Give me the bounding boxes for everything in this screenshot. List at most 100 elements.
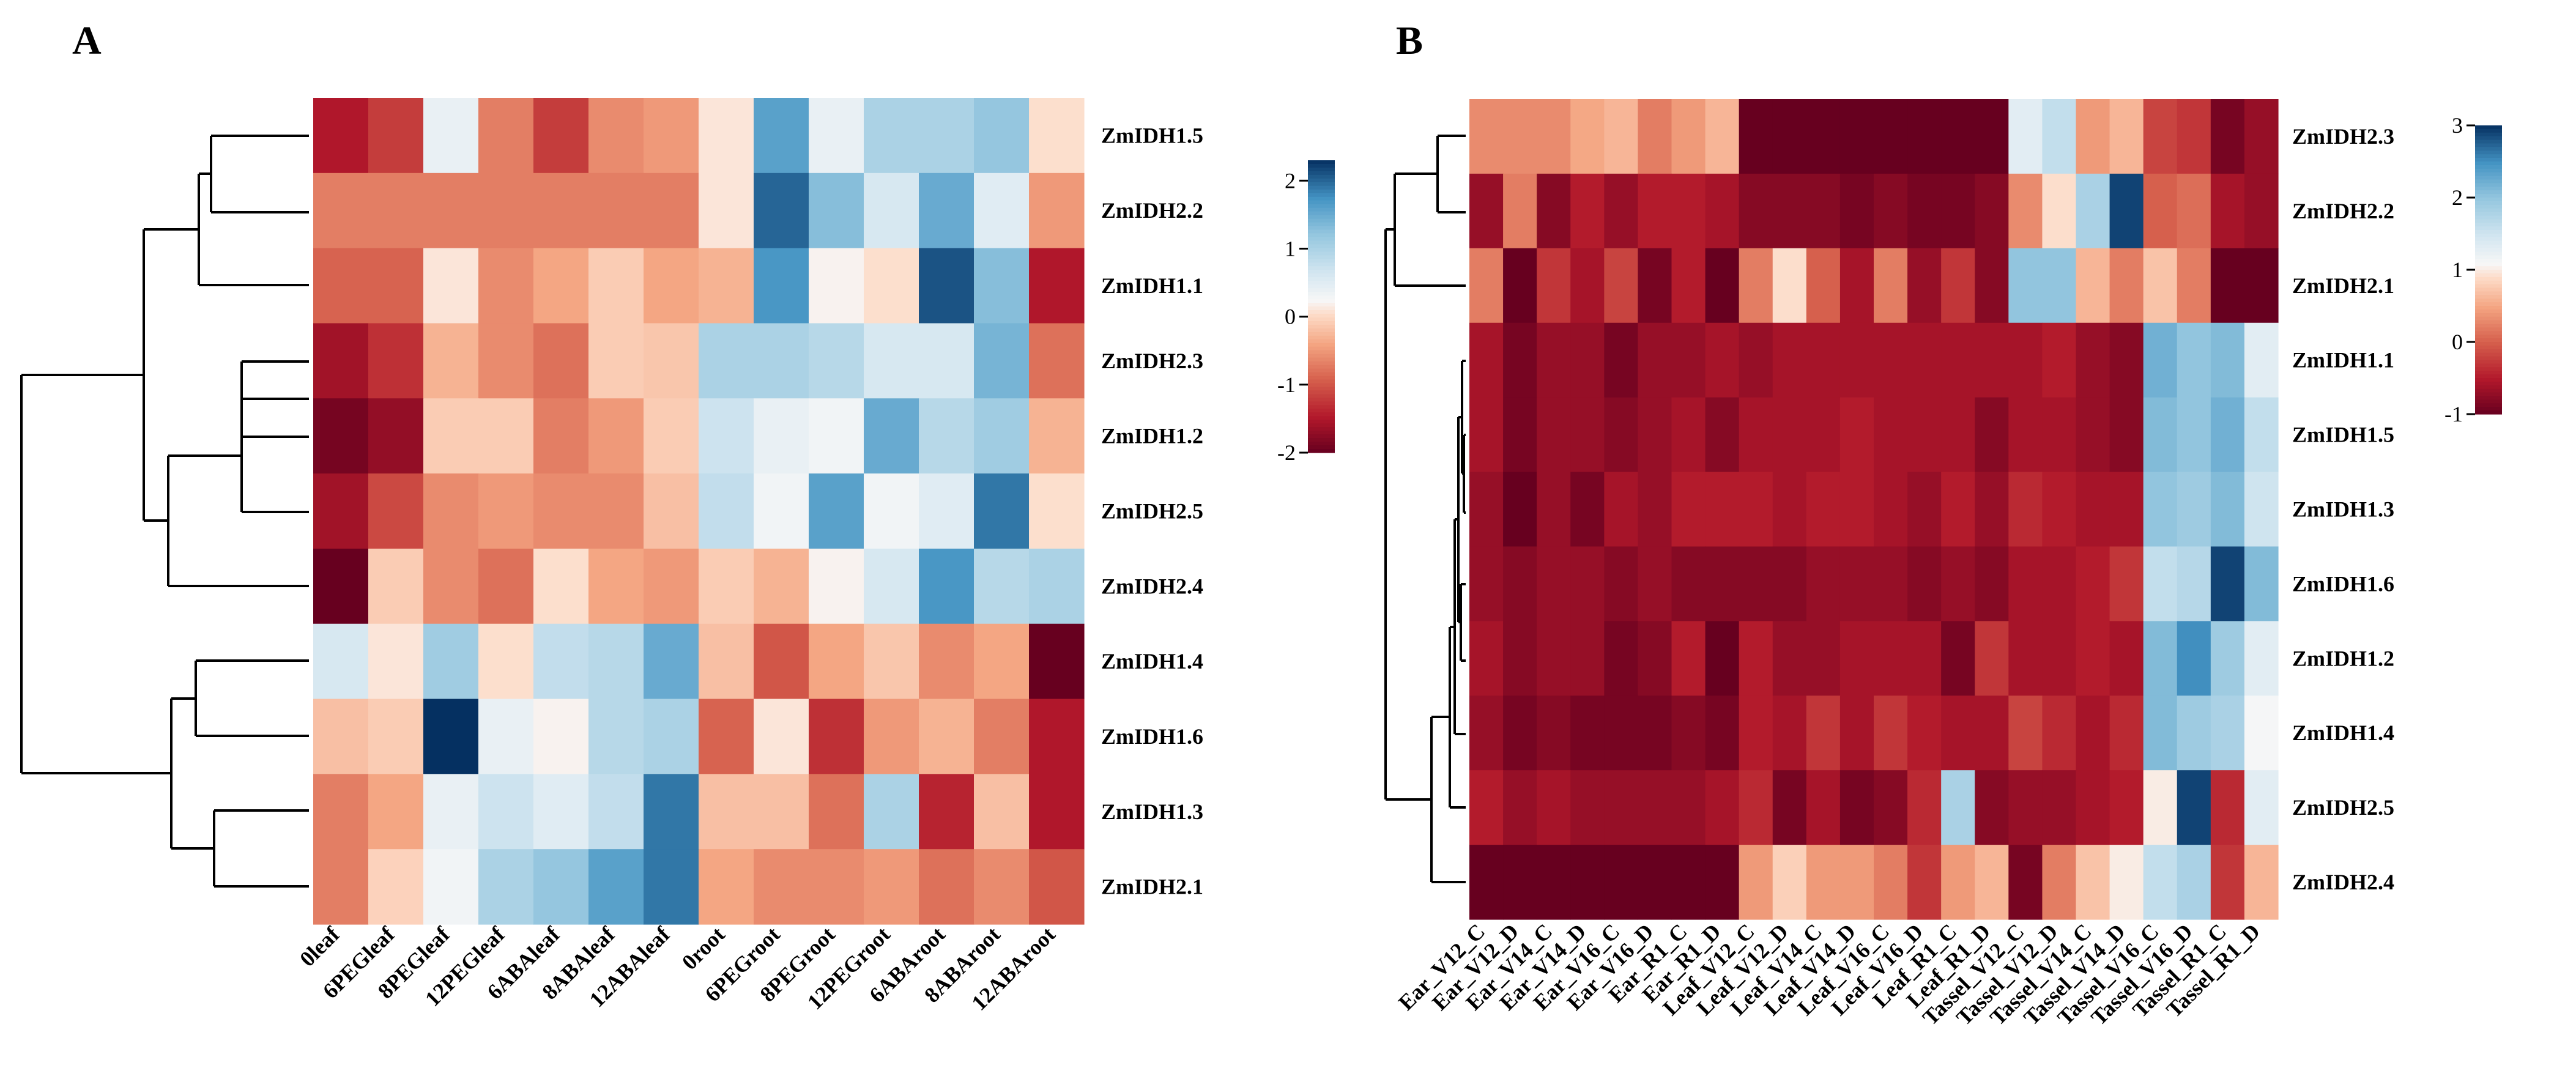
heatmap-cell-b-zmidh2-1-tassel-v16-d (2177, 248, 2211, 324)
heatmap-cell-a-zmidh2-2-12abaleaf (644, 172, 699, 249)
heatmap-cell-b-zmidh1-4-tassel-v12-c (2008, 695, 2043, 771)
heatmap-cell-a-zmidh1-5-6abaleaf (533, 98, 589, 174)
heatmap-cell-a-zmidh2-1-12abaroot (1029, 849, 1085, 925)
colorbar-segment-b (2475, 367, 2502, 371)
heatmap-cell-b-zmidh1-1-ear-v12-d (1503, 322, 1537, 398)
heatmap-cell-b-zmidh1-6-leaf-v16-c (1874, 546, 1908, 621)
colorbar-tick-label-b: -1 (2444, 402, 2463, 426)
colorbar-segment-b (2475, 219, 2502, 223)
heatmap-cell-b-zmidh1-5-leaf-v14-c (1806, 397, 1841, 473)
heatmap-cell-b-zmidh2-4-tassel-v14-c (2076, 845, 2110, 920)
colorbar-segment-b (2475, 251, 2502, 256)
heatmap-cell-b-zmidh2-4-leaf-v12-d (1772, 845, 1807, 920)
colorbar-segment-a (1308, 376, 1335, 380)
colorbar-segment-b (2475, 158, 2502, 162)
heatmap-cell-a-zmidh1-1-12pegroot (864, 248, 919, 324)
colorbar-segment-a (1308, 310, 1335, 314)
heatmap-cell-b-zmidh1-3-ear-v14-d (1570, 472, 1605, 547)
heatmap-cell-a-zmidh1-3-12pegleaf (478, 774, 534, 850)
heatmap-cell-b-zmidh2-1-leaf-r1-d (1975, 248, 2009, 324)
heatmap-cell-a-zmidh2-3-6abaroot (919, 323, 974, 399)
heatmap-cell-b-zmidh2-2-ear-v16-d (1638, 173, 1672, 249)
colorbar-segment-b (2475, 295, 2502, 299)
heatmap-cell-b-zmidh1-5-tassel-v12-d (2042, 397, 2077, 473)
heatmap-cell-b-zmidh1-6-tassel-v12-c (2008, 546, 2043, 621)
heatmap-panel-b: B ZmIDH2.3 ZmIDH2.2 ZmIDH2.1 ZmIDH1.1 ZmIDH1… (1384, 18, 2502, 1030)
heatmap-cell-a-zmidh1-5-6abaroot (919, 98, 974, 174)
heatmap-cell-b-zmidh1-1-tassel-r1-c (2210, 322, 2245, 398)
heatmap-cell-a-zmidh2-2-12pegroot (864, 172, 919, 249)
colorbar-segment-b (2475, 179, 2502, 184)
colorbar-segment-b (2475, 132, 2502, 137)
row-label-a-zmidh2-1: ZmIDH2.1 (1101, 875, 1203, 899)
heatmap-cell-b-zmidh2-5-ear-v14-d (1570, 770, 1605, 845)
heatmap-cell-b-zmidh2-2-leaf-v14-d (1839, 173, 1874, 249)
heatmap-cell-b-zmidh1-1-leaf-v12-c (1739, 322, 1773, 398)
colorbar-segment-a (1308, 427, 1335, 431)
colorbar-segment-b (2475, 212, 2502, 217)
heatmap-cell-b-zmidh1-6-leaf-v12-d (1772, 546, 1807, 621)
heatmap-cell-a-zmidh2-3-8abaleaf (588, 323, 644, 399)
heatmap-cell-b-zmidh1-1-leaf-v14-d (1839, 322, 1874, 398)
heatmap-cell-b-zmidh2-2-tassel-r1-d (2244, 173, 2279, 249)
colorbar-segment-b (2475, 374, 2502, 379)
colorbar-segment-a (1308, 270, 1335, 274)
colorbar-segment-a (1308, 233, 1335, 238)
heatmap-cell-b-zmidh1-1-ear-v14-c (1537, 322, 1571, 398)
colorbar-segment-a (1308, 346, 1335, 351)
colorbar-segment-b (2475, 226, 2502, 231)
colorbar-segment-a (1308, 262, 1335, 267)
heatmap-cell-a-zmidh2-1-12pegroot (864, 849, 919, 925)
colorbar-segment-b (2475, 165, 2502, 169)
heatmap-cell-a-zmidh1-2-6pegleaf (368, 398, 424, 474)
heatmap-cell-a-zmidh2-2-8abaleaf (588, 172, 644, 249)
heatmap-cell-b-zmidh2-4-leaf-v16-c (1874, 845, 1908, 920)
colorbar-segment-a (1308, 248, 1335, 252)
heatmap-cell-a-zmidh2-3-12abaleaf (644, 323, 699, 399)
colorbar-segment-a (1308, 401, 1335, 406)
heatmap-cell-b-zmidh1-1-tassel-v16-d (2177, 322, 2211, 398)
heatmap-cell-b-zmidh2-3-ear-v16-d (1638, 99, 1672, 174)
heatmap-cell-a-zmidh2-4-0root (699, 548, 754, 625)
colorbar-segment-a (1308, 174, 1335, 179)
heatmap-cell-a-zmidh2-3-8pegroot (809, 323, 864, 399)
colorbar-segment-b (2475, 176, 2502, 180)
heatmap-cell-b-zmidh1-2-ear-v16-d (1638, 621, 1672, 696)
colorbar-segment-a (1308, 281, 1335, 285)
row-label-a-zmidh2-4: ZmIDH2.4 (1101, 574, 1203, 598)
colorbar-segment-b (2475, 360, 2502, 364)
heatmap-cell-b-zmidh1-4-leaf-v12-c (1739, 695, 1773, 771)
heatmap-cell-b-zmidh2-3-leaf-v16-c (1874, 99, 1908, 174)
heatmap-cell-b-zmidh2-2-leaf-r1-c (1941, 173, 1975, 249)
heatmap-cell-b-zmidh1-3-tassel-v14-c (2076, 472, 2110, 547)
heatmap-cell-b-zmidh2-4-leaf-r1-d (1975, 845, 2009, 920)
heatmap-cell-b-zmidh1-4-ear-r1-c (1671, 695, 1706, 771)
heatmap-cell-b-zmidh1-3-ear-v14-c (1537, 472, 1571, 547)
heatmap-cell-b-zmidh1-1-tassel-v14-c (2076, 322, 2110, 398)
heatmap-cell-b-zmidh2-2-ear-v16-c (1604, 173, 1639, 249)
heatmap-cell-a-zmidh1-4-12abaleaf (644, 623, 699, 700)
colorbar-segment-a (1308, 240, 1335, 245)
heatmap-cell-a-zmidh2-1-6abaleaf (533, 849, 589, 925)
colorbar-segment-a (1308, 350, 1335, 355)
colorbar-segment-b (2475, 363, 2502, 368)
heatmap-cell-b-zmidh1-2-tassel-v16-c (2143, 621, 2178, 696)
colorbar-tick-label-a: 0 (1285, 305, 1296, 329)
heatmap-cell-a-zmidh1-6-8abaroot (974, 699, 1030, 774)
heatmap-cell-a-zmidh1-2-12pegroot (864, 398, 919, 474)
colorbar-segment-a (1308, 303, 1335, 307)
heatmap-cell-b-zmidh2-1-leaf-v16-d (1907, 248, 1942, 324)
heatmap-cell-b-zmidh1-6-ear-v16-d (1638, 546, 1672, 621)
heatmap-cell-b-zmidh1-3-ear-r1-c (1671, 472, 1706, 547)
heatmap-cell-b-zmidh2-2-ear-v14-d (1570, 173, 1605, 249)
heatmap-cell-b-zmidh2-4-tassel-v14-d (2109, 845, 2144, 920)
heatmap-cell-a-zmidh2-5-0leaf (313, 473, 369, 549)
heatmap-cell-b-zmidh1-1-ear-v16-c (1604, 322, 1639, 398)
colorbar-segment-a (1308, 387, 1335, 391)
heatmap-cell-b-zmidh2-2-tassel-v12-c (2008, 173, 2043, 249)
heatmap-cell-b-zmidh2-2-leaf-v16-c (1874, 173, 1908, 249)
panel-a-row-dendrogram (20, 135, 309, 888)
colorbar-tick-label-a: -1 (1277, 373, 1296, 397)
heatmap-cell-b-zmidh1-3-tassel-v12-d (2042, 472, 2077, 547)
heatmap-cell-a-zmidh1-2-6pegroot (754, 398, 809, 474)
